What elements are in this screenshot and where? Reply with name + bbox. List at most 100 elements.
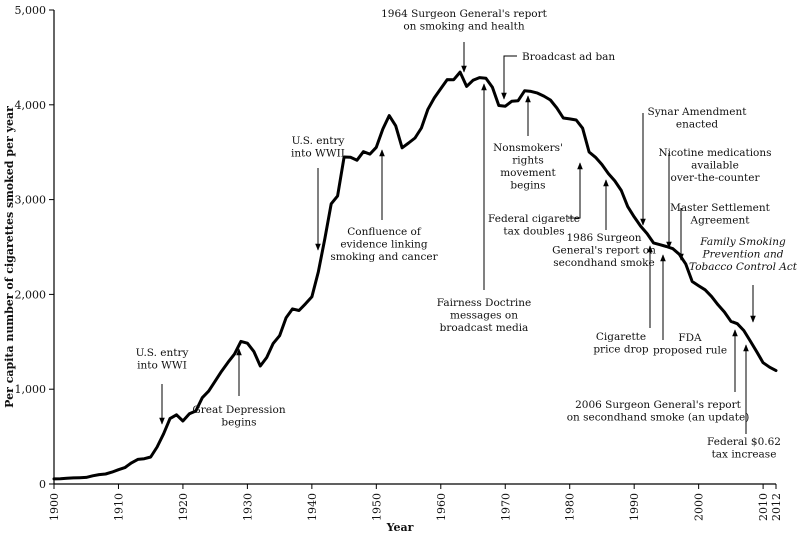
annotation: Nicotine medications available over-the-co… [658, 147, 772, 249]
annotation-line: rights [512, 155, 543, 167]
annotation-arrow [568, 162, 583, 219]
annotation: Confluence of evidence linking smoking and… [330, 149, 439, 263]
annotation: Great Depression begins [192, 348, 286, 429]
annotation-line: Cigarette [596, 331, 646, 343]
x-tick-label: 1960 [435, 493, 448, 521]
annotation-line: U.S. entry [292, 135, 345, 147]
annotation: 1964 Surgeon General's report on smoking … [381, 8, 548, 73]
annotation: FDA proposed rule [653, 254, 727, 357]
annotation: U.S. entry into WWII [291, 135, 345, 251]
annotation-line: FDA [678, 332, 702, 344]
annotation-line: tax increase [712, 449, 777, 461]
annotation-line: begins [510, 180, 545, 192]
annotation: Family Smoking Prevention and Tobacco Cont… [689, 236, 798, 323]
x-tick-label: 1990 [628, 493, 641, 521]
annotation-line: 2006 Surgeon General's report [575, 399, 742, 411]
annotation-line: on secondhand smoke (an update) [567, 412, 750, 424]
y-tick-label: 3,000 [15, 194, 47, 207]
x-tick-label: 2010 [757, 493, 770, 521]
annotation-line: Nicotine medications [658, 147, 771, 159]
annotation-line: Synar Amendment [648, 106, 748, 118]
annotation: U.S. entry into WWI [136, 347, 189, 425]
annotation-line: begins [221, 417, 256, 429]
annotation-line: proposed rule [653, 345, 727, 357]
annotation-label: Synar Amendment enacted [648, 106, 748, 131]
annotation-line: 1964 Surgeon General's report [381, 8, 548, 20]
x-tick-label: 1930 [241, 493, 254, 521]
annotation: Synar Amendment enacted [640, 106, 748, 226]
tick-labels: 0 1,000 2,000 3,000 4,000 5,000 1900 1910 1920 19… [15, 4, 784, 521]
annotation-line: Agreement [690, 215, 751, 227]
annotation-line: Tobacco Control Act [689, 261, 798, 273]
annotation-line: tax doubles [503, 226, 564, 238]
annotation-line: available [691, 160, 739, 172]
y-tick-label: 1,000 [15, 383, 47, 396]
annotation-label: Federal $0.62 tax increase [707, 436, 781, 461]
annotation-label: Fairness Doctrine messages on broadcast me… [437, 297, 532, 334]
annotation-line: broadcast media [440, 322, 529, 334]
annotation-line: price drop [593, 344, 649, 356]
annotation-line: Fairness Doctrine [437, 297, 532, 309]
annotation-line: Confluence of [347, 226, 422, 238]
annotation-line: Federal cigarette [488, 213, 580, 225]
annotation: Federal $0.62 tax increase [707, 344, 781, 461]
annotation-line: Master Settlement [670, 202, 771, 214]
annotation-label: Federal cigarette tax doubles [488, 213, 580, 238]
annotation-line: secondhand smoke [553, 257, 654, 269]
annotation-label: Master Settlement Agreement [670, 202, 771, 227]
annotation-line: 1986 Surgeon [566, 232, 641, 244]
annotation-line: on smoking and health [403, 21, 525, 33]
annotation-line: Family Smoking [699, 236, 786, 248]
annotation: 2006 Surgeon General's report on secondha… [567, 329, 750, 424]
series-line [52, 70, 778, 481]
annotation: 1986 Surgeon General's report on secondhan… [552, 179, 656, 269]
annotation-line: Prevention and [702, 249, 784, 261]
annotation-label: Nicotine medications available over-the-co… [658, 147, 771, 184]
annotation-label: Family Smoking Prevention and Tobacco Cont… [689, 236, 798, 273]
y-tick-label: 5,000 [15, 4, 47, 17]
annotation-line: into WWII [291, 148, 345, 160]
axes [49, 9, 777, 489]
annotation-line: General's report on [552, 245, 656, 257]
annotation-line: messages on [450, 310, 518, 322]
x-axis-title: Year [386, 521, 414, 534]
annotation-line: smoking and cancer [330, 251, 438, 263]
annotation-label: U.S. entry into WWI [136, 347, 189, 372]
annotation: Nonsmokers' rights movement begins [493, 95, 563, 192]
annotation-line: U.S. entry [136, 347, 189, 359]
x-tick-label: 1900 [48, 493, 61, 521]
annotation: Cigarette price drop [593, 245, 653, 356]
annotation: Master Settlement Agreement [670, 202, 771, 261]
annotation-line: into WWI [137, 360, 187, 372]
annotation-label: U.S. entry into WWII [291, 135, 345, 160]
y-tick-label: 0 [39, 478, 46, 491]
x-tick-label: 1970 [499, 493, 512, 521]
x-tick-label: 1950 [370, 493, 383, 521]
x-tick-label: 1980 [564, 493, 577, 521]
x-tick-label: 2012 [770, 493, 783, 521]
annotation-arrow [501, 55, 517, 100]
annotation-line: evidence linking [340, 239, 428, 251]
annotation-label: 1986 Surgeon General's report on secondhan… [552, 232, 656, 269]
annotation-line: over-the-counter [671, 172, 761, 184]
annotation-label: Cigarette price drop [593, 331, 649, 356]
annotation-label: Broadcast ad ban [522, 51, 615, 63]
x-tick-label: 1920 [177, 493, 190, 521]
x-tick-label: 2000 [693, 493, 706, 521]
y-tick-label: 2,000 [15, 288, 47, 301]
annotation-line: enacted [676, 119, 719, 131]
x-tick-label: 1910 [112, 493, 125, 521]
annotation-line: Great Depression [192, 404, 285, 416]
annotation-label: 2006 Surgeon General's report on secondha… [567, 399, 750, 424]
annotation: Federal cigarette tax doubles [488, 162, 583, 238]
annotation-label: Confluence of evidence linking smoking and… [330, 226, 438, 263]
annotation-label: Nonsmokers' rights movement begins [493, 142, 563, 192]
annotation-label: FDA proposed rule [653, 332, 727, 357]
annotation-line: movement [500, 167, 556, 179]
x-tick-label: 1940 [306, 493, 319, 521]
annotation-label: 1964 Surgeon General's report on smoking … [381, 8, 548, 33]
annotation: Fairness Doctrine messages on broadcast me… [437, 83, 532, 334]
annotation-label: Great Depression begins [192, 404, 285, 429]
